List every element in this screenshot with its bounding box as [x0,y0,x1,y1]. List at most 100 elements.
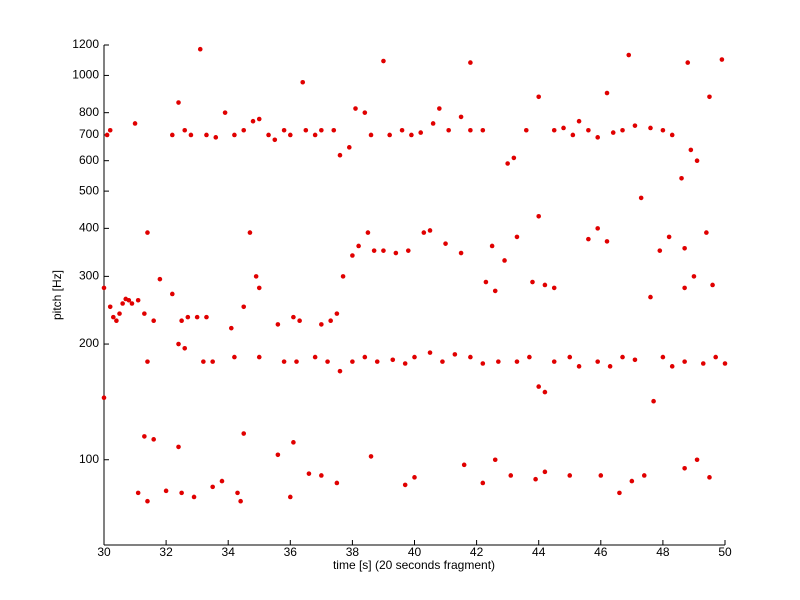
x-axis-label: time [s] (20 seconds fragment) [333,558,495,572]
point [368,454,374,459]
y-tick-label: 800 [79,105,99,119]
x-tick-label: 36 [284,545,298,559]
point [530,279,535,285]
point [107,127,113,133]
point [551,359,557,364]
point [443,241,448,246]
point [648,294,653,300]
point [275,452,281,458]
point [402,361,408,366]
point [446,127,451,133]
point [328,318,333,324]
point [176,444,181,450]
point [688,147,694,153]
point [458,114,464,120]
point [325,359,330,364]
point [595,135,600,140]
point [104,132,110,138]
point [620,127,625,133]
point [607,364,613,369]
point [176,100,181,105]
point [368,132,374,138]
point [170,291,175,297]
point [641,473,647,478]
point [595,226,600,231]
point [452,352,458,357]
point [250,118,256,124]
point [458,250,464,256]
point [281,359,287,364]
point [704,230,709,235]
point [306,471,312,476]
y-tick-label: 600 [79,153,99,167]
point [256,285,262,291]
y-tick-label: 700 [79,127,99,141]
point [197,46,203,52]
point [241,431,247,436]
point [657,248,663,253]
point [319,127,324,133]
point [241,127,247,133]
point [523,127,529,133]
point [142,434,147,439]
point [188,132,194,138]
point [135,297,141,303]
point [480,361,486,366]
point [542,389,548,395]
point [682,285,687,291]
point [570,132,576,138]
point [399,127,405,133]
point [204,132,209,138]
point [303,127,309,133]
y-tick-label: 300 [79,269,99,283]
point [126,297,132,303]
point [412,354,417,360]
point [238,498,243,504]
point [294,359,299,364]
x-tick-label: 30 [97,545,111,559]
point [707,94,712,100]
point [374,359,380,364]
point [511,155,517,161]
point [713,354,718,360]
point [272,137,278,143]
point [331,127,337,133]
x-tick-label: 46 [594,545,608,559]
point [483,279,489,285]
point [604,90,610,96]
point [437,106,442,111]
point [402,482,408,488]
point [480,127,486,133]
point [312,354,318,360]
point [461,462,467,468]
point [247,230,253,235]
point [176,341,181,347]
point [492,457,498,463]
point [241,304,247,310]
point [145,359,150,364]
point [213,135,219,140]
x-tick-label: 48 [656,545,670,559]
point [346,145,352,150]
point [682,466,687,471]
point [405,248,411,253]
point [682,245,687,251]
point [533,476,538,482]
point [412,475,417,480]
point [356,243,361,249]
point [551,127,557,133]
point [362,110,368,115]
point [707,475,712,480]
point [235,490,240,496]
point [567,473,573,478]
point [114,318,119,324]
point [492,288,498,294]
point [111,314,116,320]
point [638,195,644,201]
point [691,274,697,279]
point [685,60,691,65]
point [567,354,573,360]
point [340,274,346,279]
point [129,301,135,306]
point [145,498,150,504]
